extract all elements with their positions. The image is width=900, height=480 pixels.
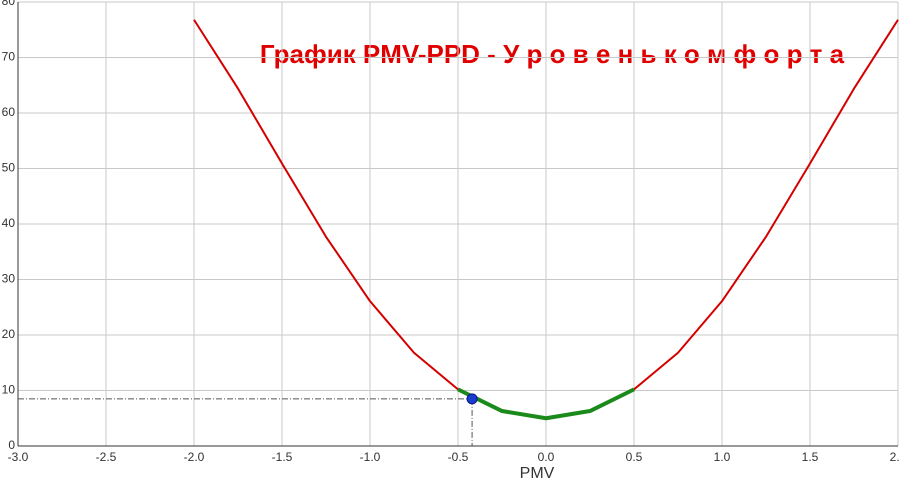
y-tick-label: 10 (2, 383, 16, 397)
y-tick-label: 40 (2, 216, 16, 230)
x-tick-label: 0.0 (538, 450, 555, 464)
y-tick-label: 20 (2, 327, 16, 341)
x-tick-label: -0.5 (448, 450, 469, 464)
x-tick-label: 0.5 (626, 450, 643, 464)
y-tick-label: 0 (8, 438, 15, 452)
x-tick-label: 2.0 (890, 450, 900, 464)
x-tick-label: -2.5 (96, 450, 117, 464)
x-tick-label: -1.0 (360, 450, 381, 464)
x-axis-label: PMV (520, 465, 555, 480)
y-tick-label: 70 (2, 50, 16, 64)
x-tick-label: -3.0 (8, 450, 29, 464)
y-tick-label: 30 (2, 272, 16, 286)
x-tick-label: 1.5 (802, 450, 819, 464)
chart-title: График PMV-PPD - У р о в е н ь к о м ф о… (260, 39, 845, 69)
y-tick-label: 60 (2, 105, 16, 119)
data-point (466, 393, 478, 405)
x-tick-label: 1.0 (714, 450, 731, 464)
x-tick-label: -2.0 (184, 450, 205, 464)
x-tick-label: -1.5 (272, 450, 293, 464)
y-tick-label: 80 (2, 0, 16, 8)
series-line (457, 387, 635, 421)
y-tick-label: 50 (2, 161, 16, 175)
